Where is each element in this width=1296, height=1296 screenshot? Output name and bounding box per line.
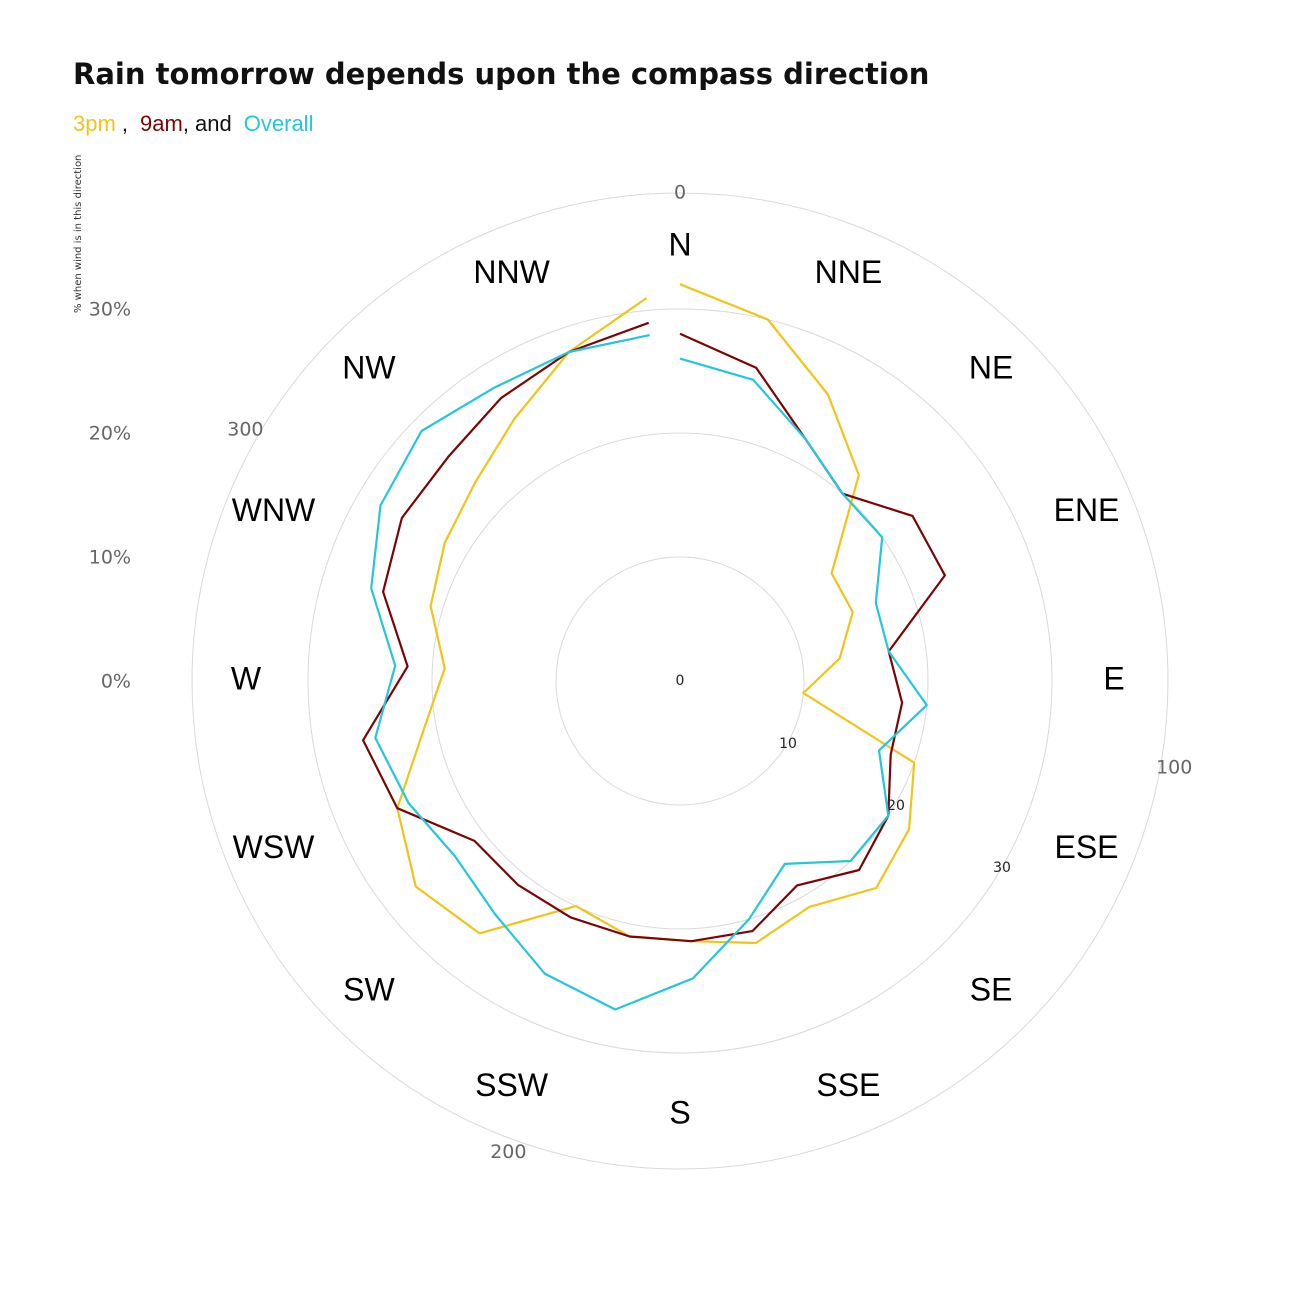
series-line-overall — [370, 334, 928, 1011]
direction-label-nw: NW — [342, 349, 396, 385]
grid-ring-1 — [555, 556, 805, 806]
legend-separator-1: , — [116, 111, 128, 136]
radial-tick-label: 0 — [676, 673, 685, 689]
grid-ring-3 — [307, 308, 1053, 1054]
direction-label-se: SE — [970, 972, 1013, 1008]
outer-tick-label: 30% — [89, 299, 131, 321]
angle-tick-label: 200 — [490, 1141, 526, 1163]
angle-tick-label: 0 — [674, 182, 686, 204]
direction-label-e: E — [1103, 660, 1124, 696]
direction-label-wsw: WSW — [233, 829, 316, 865]
legend-3pm: 3pm — [73, 111, 116, 136]
direction-label-sw: SW — [343, 972, 395, 1008]
chart-subtitle: 3pm , 9am, and Overall — [73, 111, 313, 136]
direction-label-w: W — [231, 660, 262, 696]
direction-label-s: S — [669, 1094, 690, 1130]
angle-tick-label: 300 — [227, 419, 263, 441]
direction-label-ese: ESE — [1054, 829, 1118, 865]
polar-labels: 0% 10% 20% 30% 0 100 200 300 0 10 20 30 N NNE NE ENE E ES… — [89, 182, 1193, 1164]
direction-label-sse: SSE — [816, 1067, 880, 1103]
series-lines — [362, 283, 946, 1011]
radial-tick-label: 20 — [887, 798, 905, 814]
series-line-s9am — [362, 321, 946, 943]
direction-label-ne: NE — [969, 349, 1013, 385]
direction-label-n: N — [668, 226, 691, 262]
direction-label-ene: ENE — [1054, 492, 1120, 528]
legend-overall: Overall — [244, 111, 314, 136]
grid-ring-4 — [191, 192, 1169, 1170]
legend-separator-2: , and — [183, 111, 232, 136]
direction-label-wnw: WNW — [232, 492, 316, 528]
direction-label-ssw: SSW — [475, 1067, 549, 1103]
radial-tick-label: 30 — [993, 860, 1011, 876]
outer-tick-label: 10% — [89, 547, 131, 569]
grid-ring-2 — [431, 432, 929, 930]
series-line-s3pm — [396, 283, 916, 945]
direction-label-nnw: NNW — [473, 254, 550, 290]
polar-grid — [191, 192, 1169, 1170]
direction-label-nne: NNE — [815, 254, 883, 290]
chart-title: Rain tomorrow depends upon the compass d… — [73, 57, 929, 91]
radial-tick-label: 10 — [779, 736, 797, 752]
y-axis-label: % when wind is in this direction — [73, 155, 84, 313]
outer-tick-label: 20% — [89, 423, 131, 445]
outer-tick-label: 0% — [101, 671, 131, 693]
angle-tick-label: 100 — [1156, 757, 1192, 779]
legend-9am: 9am — [140, 111, 183, 136]
